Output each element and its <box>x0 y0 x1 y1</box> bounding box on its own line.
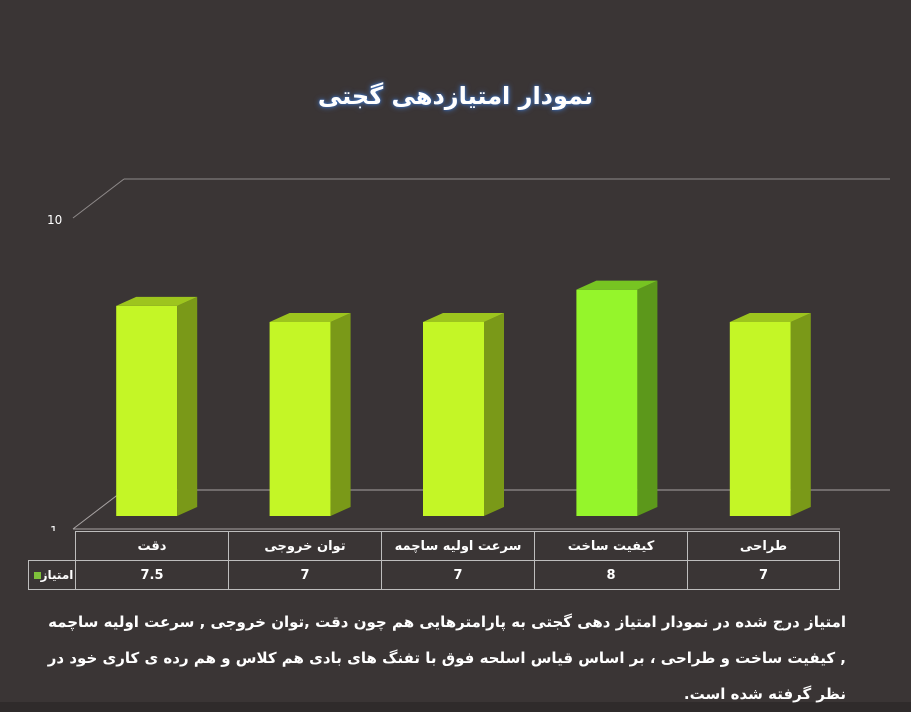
chart-bars <box>116 280 811 516</box>
table-value: 7 <box>228 560 382 590</box>
bar-front <box>576 289 638 516</box>
table-header-row: دقت توان خروجی سرعت اولیه ساچمه کیفیت سا… <box>28 531 840 561</box>
table-value: 8 <box>534 560 688 590</box>
table-category: کیفیت ساخت <box>534 531 688 561</box>
bar-front <box>269 322 331 516</box>
bar-top <box>116 296 198 306</box>
bar-front <box>729 322 791 516</box>
bar-side <box>790 313 811 516</box>
table-category: سرعت اولیه ساچمه <box>381 531 535 561</box>
table-value: 7 <box>381 560 535 590</box>
bar-front <box>423 322 484 516</box>
floor-left-edge <box>72 489 125 530</box>
gridline-10-diagonal <box>72 178 125 219</box>
bar-side <box>177 296 198 516</box>
y-tick-label: 10 <box>47 213 62 227</box>
bar-top <box>269 313 351 322</box>
table-corner <box>28 531 76 561</box>
chart-plot: 10 1 <box>47 178 890 531</box>
bar <box>423 313 504 516</box>
legend-swatch-icon <box>33 572 41 579</box>
bar-top <box>576 280 658 290</box>
bar <box>576 280 658 516</box>
bar-top <box>423 313 504 322</box>
table-series-cell: امتیاز <box>28 560 76 590</box>
bar-top <box>729 313 811 322</box>
chart-title: نمودار امتیازدهی گجتی <box>317 82 594 110</box>
data-table: دقت توان خروجی سرعت اولیه ساچمه کیفیت سا… <box>28 531 840 590</box>
table-category: توان خروجی <box>228 531 382 561</box>
table-value: 7.5 <box>75 560 229 590</box>
bar-side <box>637 280 658 516</box>
bar <box>116 296 198 516</box>
series-label: امتیاز <box>40 568 74 582</box>
bar <box>269 313 351 516</box>
y-tick-label: 1 <box>50 524 58 531</box>
bar <box>729 313 811 516</box>
table-row: امتیاز 7.5 7 7 8 7 <box>28 560 840 590</box>
bar-side <box>484 313 504 516</box>
table-category: دقت <box>75 531 229 561</box>
bar-side <box>330 313 351 516</box>
chart-caption: امتیاز درج شده در نمودار امتیاز دهی گجتی… <box>47 613 846 703</box>
table-category: طراحی <box>687 531 840 561</box>
bar-front <box>116 305 178 516</box>
table-value: 7 <box>687 560 840 590</box>
